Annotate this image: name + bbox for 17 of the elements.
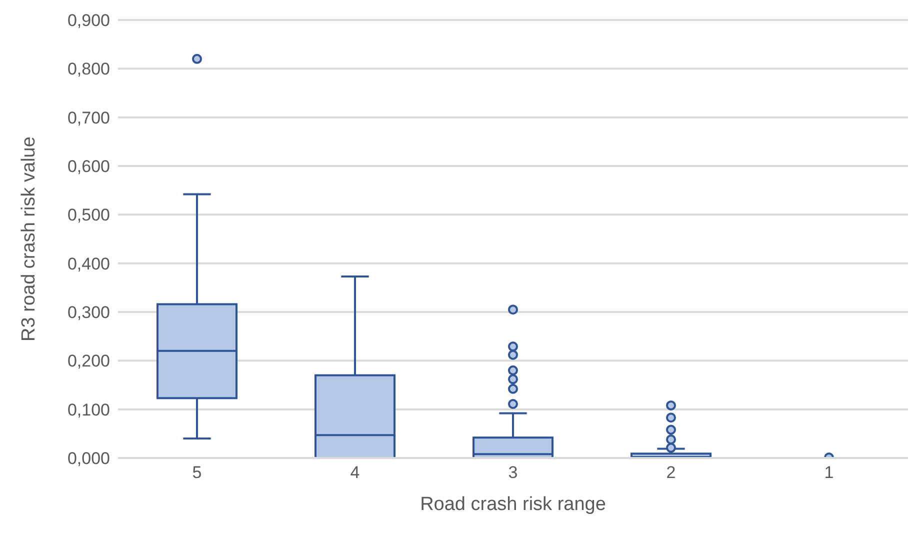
- y-tick-label: 0,500: [67, 206, 110, 225]
- x-tick-label: 1: [824, 463, 834, 482]
- y-axis-title: R3 road crash risk value: [18, 136, 40, 342]
- x-tick-label: 2: [666, 463, 676, 482]
- y-tick-label: 0,300: [67, 303, 110, 322]
- y-tick-label: 0,000: [67, 449, 110, 468]
- y-tick-label: 0,400: [67, 254, 110, 274]
- x-tick-label: 3: [508, 463, 518, 482]
- y-tick-label: 0,600: [67, 157, 110, 176]
- x-axis-title: Road crash risk range: [420, 494, 606, 515]
- x-tick-label: 5: [192, 463, 202, 482]
- y-tick-label: 0,700: [67, 108, 110, 128]
- x-tick-label: 4: [350, 463, 360, 482]
- y-tick-label: 0,100: [67, 400, 110, 420]
- y-tick-label: 0,800: [67, 60, 110, 79]
- y-tick-label: 0,200: [67, 352, 110, 371]
- y-tick-label: 0,900: [67, 11, 110, 30]
